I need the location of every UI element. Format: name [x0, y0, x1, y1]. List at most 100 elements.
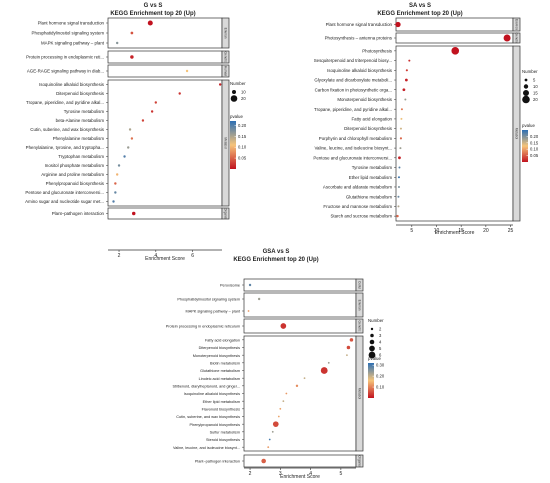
facet-strip-label: Environ [224, 28, 228, 39]
size-legend-label: 10 [533, 84, 538, 89]
color-legend: pvalue 0.200.15 0.100.05 [522, 123, 539, 162]
term-label: Phenylalanine metabolism [53, 136, 105, 141]
term-point [408, 59, 411, 62]
term-point [123, 155, 126, 158]
x-tick-label: 5 [339, 471, 342, 477]
x-axis: 2 3 4 5 Enrichment Score [244, 467, 356, 480]
term-point [397, 205, 400, 208]
term-label: Biotin metabolism [210, 361, 240, 365]
facet-metabol: Metabol Isoquinoline alkaloid biosynthesi… [25, 79, 230, 207]
term-label: Sulfur metabolism [210, 430, 240, 434]
term-label: Isoquinoline alkaloid biosynthesis [39, 82, 105, 87]
color-bar-label: 0.05 [238, 156, 247, 161]
size-legend-title: Number [230, 81, 246, 86]
color-bar-label: 0.20 [238, 123, 247, 128]
term-label: Cutin, suberine, and wax biosynthesis [176, 415, 240, 419]
size-legend-dot [369, 339, 375, 345]
x-tick-label: 20 [483, 228, 489, 234]
term-label: Sesquiterpenoid and triterpenoid biosy..… [314, 58, 392, 63]
term-point [396, 214, 399, 218]
x-axis: 2 4 6 Enrichment Score [108, 249, 222, 262]
facet-strip [355, 335, 364, 452]
facet-strip-label: Environ [515, 19, 519, 30]
facet-strip [355, 278, 364, 292]
term-point [320, 367, 328, 374]
size-legend-title: Number [368, 318, 384, 323]
term-point [147, 20, 153, 26]
term-label: Fatty acid elongation [205, 338, 240, 342]
facet-cellul: Cellul Peroxisome [220, 278, 364, 292]
term-point [295, 384, 299, 388]
term-label: Phosphatidylinositol signaling system [177, 298, 240, 302]
size-legend-label: 5 [379, 346, 382, 351]
term-point [117, 164, 121, 167]
term-label: Phenylpropanoid biosynthesis [46, 181, 105, 186]
panel-sa-vs-s: SA vs S KEGG Enrichment top 20 (Up) Enviro… [313, 3, 538, 236]
term-point [404, 78, 408, 82]
term-point [128, 128, 132, 131]
term-point [277, 415, 280, 418]
chart-title: SA vs S [409, 3, 431, 9]
term-point [397, 176, 400, 179]
term-point [115, 173, 119, 176]
term-point [503, 34, 511, 42]
panel-gsa-vs-s: GSA vs S KEGG Enrichment top 20 (Up) Cellu… [166, 249, 385, 480]
x-tick-label: 6 [191, 253, 194, 259]
term-label: AGE-RAGE signaling pathway in diab... [27, 69, 104, 74]
color-legend: pvalue 0.30 0.20 0.10 [368, 356, 385, 398]
facet-strip-label: Genetic [224, 52, 228, 63]
term-point [398, 156, 401, 160]
facet-panel [107, 79, 223, 207]
x-axis-title: Enrichment Score [280, 474, 320, 480]
facet-strip [221, 207, 230, 220]
term-point [272, 421, 279, 428]
term-label: Phosphatidylinositol signaling system [32, 31, 105, 36]
term-label: Arginine and proline metabolism [41, 172, 104, 177]
x-tick-label: 4 [154, 253, 157, 259]
term-label: Amino sugar and nucleotide sugar met... [25, 199, 104, 204]
facet-panel [395, 17, 514, 32]
term-point [400, 117, 403, 120]
term-label: Porphyrin and chlorophyll metabolism [319, 136, 393, 141]
size-legend-dot [369, 345, 375, 352]
term-label: Phenylpropanoid biosynthesis [190, 423, 241, 427]
facet-strip-label: Genetic [358, 321, 362, 332]
size-legend-label: 6 [379, 353, 382, 358]
facet-strip-label: Environ [358, 300, 362, 311]
term-label: Plant–pathogen interaction [195, 460, 240, 464]
term-label: Pentose and glucuronate interconversi... [25, 190, 104, 195]
color-legend-title: pvalue [230, 114, 243, 119]
size-legend-label: 2 [379, 327, 382, 332]
facet-panel [395, 32, 514, 44]
color-bar [522, 130, 528, 162]
size-legend-dot [523, 84, 529, 89]
term-point [399, 127, 402, 130]
size-legend-dot [232, 90, 236, 94]
facet-panel [395, 45, 514, 222]
facet-strip [512, 32, 521, 44]
chart-subtitle: KEGG Enrichment top 20 (Up) [377, 11, 462, 17]
term-point [114, 191, 117, 194]
color-bar [230, 121, 236, 169]
term-point [247, 310, 250, 312]
facet-strip-label: Metabol [224, 137, 228, 149]
color-bar-label: 0.15 [238, 134, 247, 139]
term-point [185, 69, 189, 73]
facet-panel [243, 318, 357, 334]
term-point [112, 200, 115, 203]
term-label: MAPK signaling pathway – plant [41, 41, 105, 46]
term-label: Flavonoid biosynthesis [202, 407, 241, 411]
term-point [130, 31, 134, 35]
facet-strip-label: Organis [224, 208, 228, 220]
term-point [451, 47, 460, 55]
facet-strip [355, 454, 364, 468]
term-point [279, 407, 282, 410]
term-point [282, 400, 285, 403]
term-label: Photosynthesis [362, 48, 393, 53]
facet-strip [221, 50, 230, 64]
term-label: Isoquinoline alkaloid biosynthesis [184, 392, 240, 396]
color-legend-title: pvalue [522, 123, 535, 128]
term-label: Protein processing in endoplasmic reti..… [26, 55, 104, 60]
facet-panel [107, 17, 223, 49]
